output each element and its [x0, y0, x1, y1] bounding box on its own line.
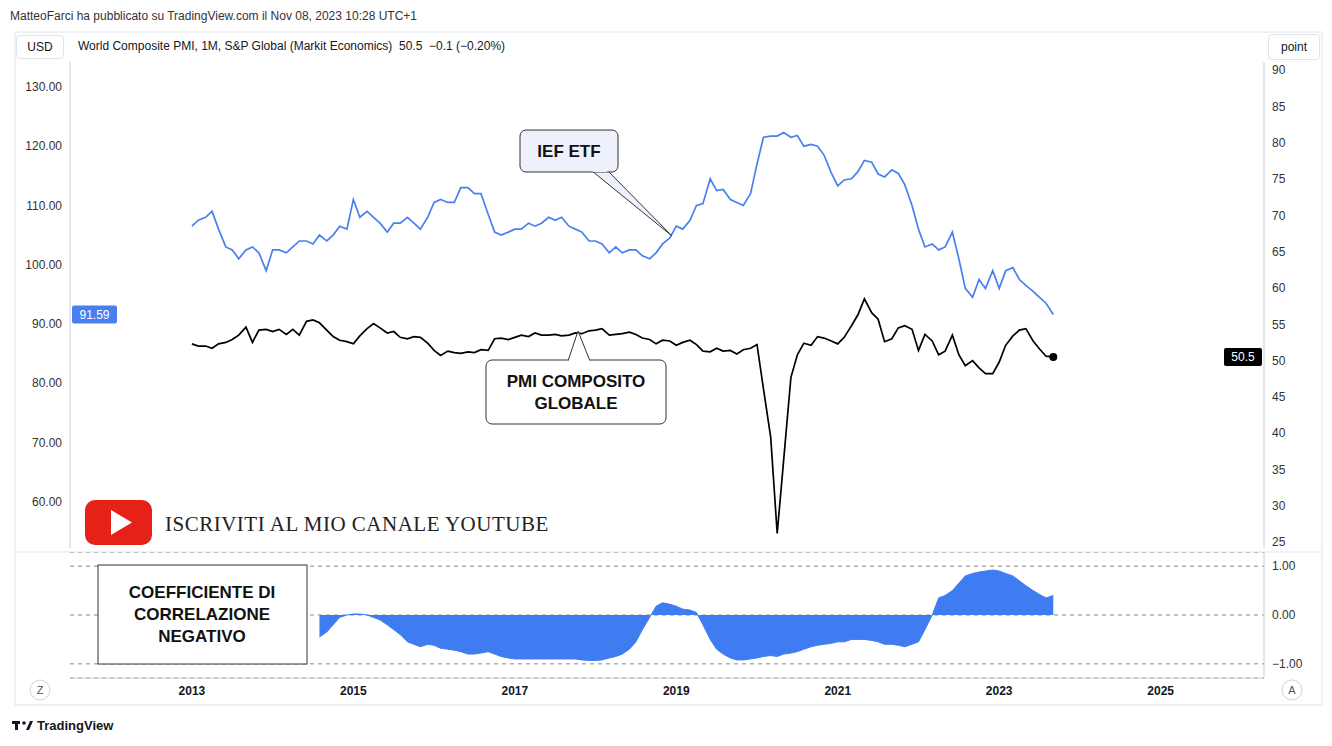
- svg-text:2017: 2017: [501, 684, 528, 698]
- svg-text:2023: 2023: [986, 684, 1013, 698]
- svg-text:TradingView: TradingView: [37, 718, 114, 733]
- svg-text:90: 90: [1272, 63, 1286, 77]
- svg-text:Z: Z: [37, 684, 44, 696]
- svg-text:45: 45: [1272, 390, 1286, 404]
- svg-text:60: 60: [1272, 281, 1286, 295]
- svg-text:110.00: 110.00: [26, 199, 62, 213]
- svg-text:2015: 2015: [340, 684, 367, 698]
- svg-text:91.59: 91.59: [79, 308, 109, 322]
- svg-text:0.00: 0.00: [1272, 608, 1296, 622]
- svg-text:25: 25: [1272, 535, 1286, 548]
- svg-text:130.00: 130.00: [25, 80, 62, 94]
- svg-text:30: 30: [1272, 499, 1286, 513]
- svg-text:ISCRIVITI AL MIO CANALE YOUTUB: ISCRIVITI AL MIO CANALE YOUTUBE: [165, 512, 549, 536]
- html-text:USD: USD: [27, 40, 53, 54]
- svg-text:1.00: 1.00: [1272, 559, 1296, 573]
- svg-text:35: 35: [1272, 463, 1286, 477]
- svg-text:A: A: [1288, 684, 1296, 696]
- svg-text:60.00: 60.00: [32, 495, 62, 509]
- svg-text:2021: 2021: [824, 684, 851, 698]
- svg-text:70: 70: [1272, 209, 1286, 223]
- svg-text:PMI COMPOSITOGLOBALE: PMI COMPOSITOGLOBALE: [507, 372, 646, 413]
- svg-text:75: 75: [1272, 172, 1286, 186]
- svg-text:2013: 2013: [179, 684, 206, 698]
- svg-text:50: 50: [1272, 354, 1286, 368]
- html-text:50.5 −0.1 (−0.20%): 50.5 −0.1 (−0.20%): [399, 39, 506, 53]
- svg-text:90.00: 90.00: [32, 317, 62, 331]
- svg-text:100.00: 100.00: [25, 258, 62, 272]
- svg-text:85: 85: [1272, 100, 1286, 114]
- svg-text:120.00: 120.00: [25, 139, 62, 153]
- svg-text:80: 80: [1272, 136, 1286, 150]
- svg-text:IEF ETF: IEF ETF: [537, 142, 600, 161]
- svg-text:2025: 2025: [1147, 684, 1174, 698]
- svg-text:50.5: 50.5: [1231, 350, 1255, 364]
- html-text:World Composite PMI, 1M, S&P G: World Composite PMI, 1M, S&P Global (Mar…: [78, 39, 393, 53]
- svg-text:40: 40: [1272, 426, 1286, 440]
- svg-text:80.00: 80.00: [32, 376, 62, 390]
- svg-text:70.00: 70.00: [32, 436, 62, 450]
- svg-text:2019: 2019: [663, 684, 690, 698]
- html-text:MatteoFarci ha pubblicato su T: MatteoFarci ha pubblicato su TradingView…: [10, 9, 417, 23]
- html-text:point: point: [1281, 40, 1307, 54]
- svg-text:COEFFICIENTE DICORRELAZIONENEG: COEFFICIENTE DICORRELAZIONENEGATIVO: [129, 583, 275, 646]
- svg-text:65: 65: [1272, 245, 1286, 259]
- svg-text:55: 55: [1272, 318, 1286, 332]
- svg-text:−1.00: −1.00: [1272, 657, 1303, 671]
